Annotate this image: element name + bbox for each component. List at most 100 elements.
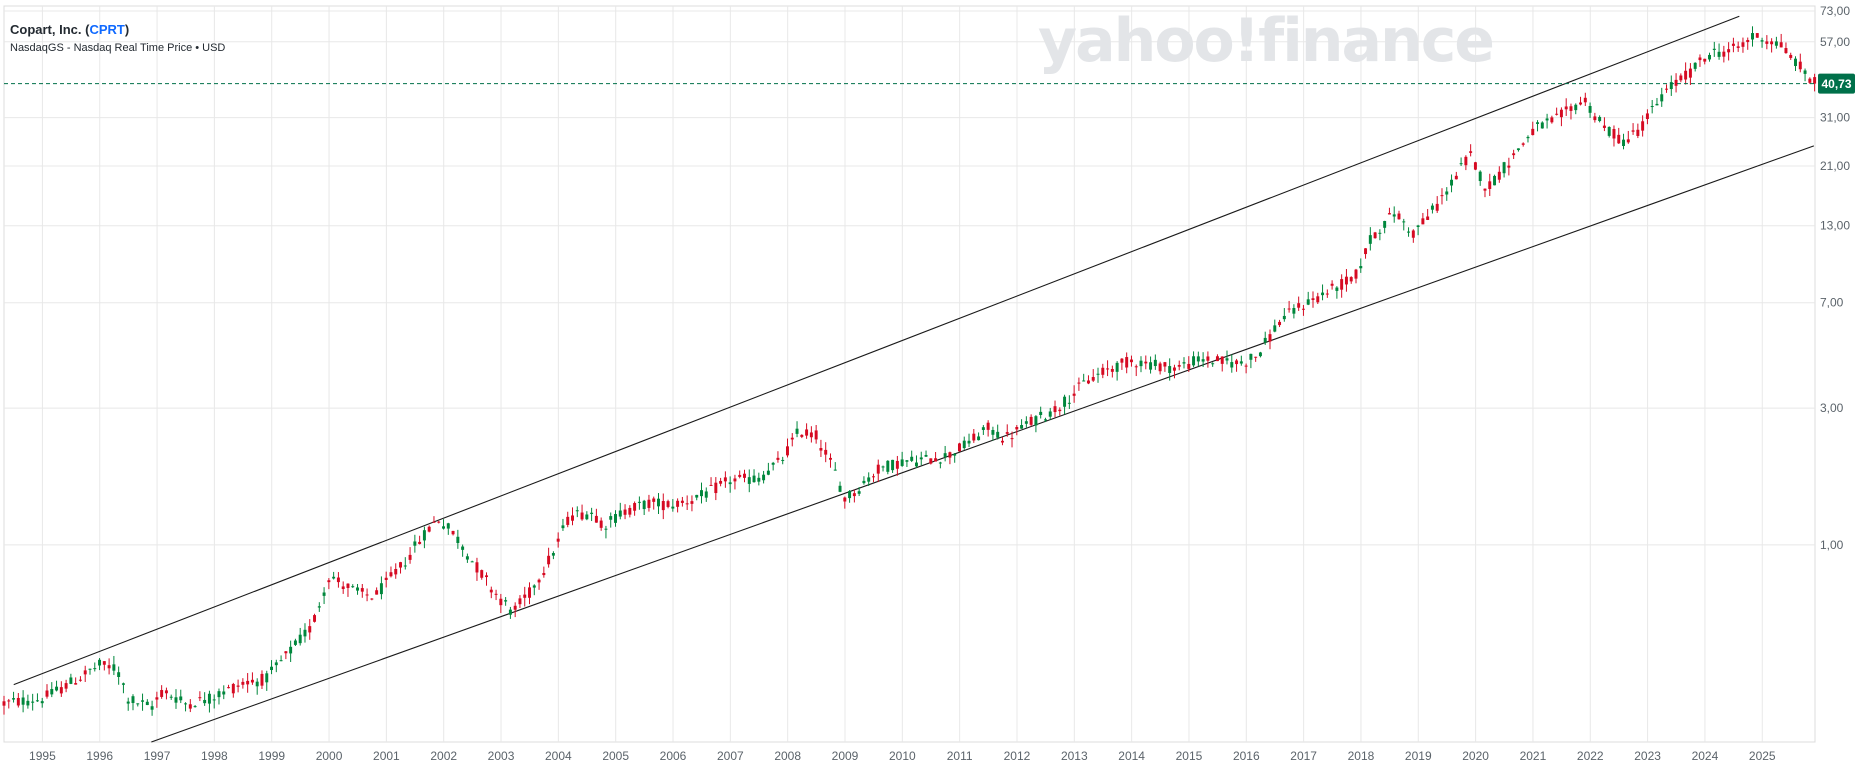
- candle-body: [1153, 359, 1157, 367]
- candle-body: [1407, 231, 1411, 233]
- candle-body: [1182, 362, 1186, 364]
- candle-body: [179, 696, 183, 701]
- candle-body: [1693, 62, 1697, 69]
- candle-body: [1063, 396, 1067, 407]
- candle-body: [1588, 105, 1592, 113]
- candle-body: [117, 672, 121, 677]
- candle-body: [59, 687, 63, 694]
- candle-body: [470, 561, 474, 563]
- candle-body: [188, 704, 192, 709]
- candle-body: [881, 466, 885, 468]
- candle-body: [848, 491, 852, 499]
- x-tick-label: 2015: [1176, 749, 1203, 763]
- candle-body: [284, 651, 288, 654]
- candle-body: [996, 431, 1000, 438]
- candle-body: [31, 701, 35, 703]
- candle-body: [1177, 365, 1181, 367]
- x-tick-label: 2001: [373, 749, 400, 763]
- candle-body: [1679, 75, 1683, 81]
- candle-body: [1717, 51, 1721, 57]
- candle-body: [805, 429, 809, 436]
- candle-body: [1779, 42, 1783, 48]
- candle-body: [752, 475, 756, 483]
- candle-body: [12, 698, 16, 700]
- candle-body: [1674, 79, 1678, 86]
- candle-body: [871, 476, 875, 478]
- candle-body: [174, 697, 178, 703]
- candle-body: [518, 598, 522, 605]
- candle-body: [1187, 363, 1191, 369]
- x-tick-label: 2000: [316, 749, 343, 763]
- candle-body: [738, 474, 742, 477]
- candle-body: [1015, 427, 1019, 430]
- y-tick-label: 57,00: [1820, 35, 1850, 49]
- candle-body: [1029, 416, 1033, 425]
- candle-body: [1774, 41, 1778, 46]
- candle-body: [408, 554, 412, 560]
- candle-body: [160, 690, 164, 697]
- candle-body: [303, 629, 307, 637]
- candle-body: [1263, 337, 1267, 343]
- candle-body: [360, 588, 364, 592]
- candle-body: [78, 679, 82, 681]
- candle-body: [403, 565, 407, 567]
- candle-body: [824, 449, 828, 455]
- candle-body: [652, 498, 656, 502]
- close-paren: ): [124, 22, 130, 37]
- candle-body: [1373, 232, 1377, 239]
- candle-body: [40, 701, 44, 704]
- candle-body: [1598, 116, 1602, 122]
- candle-body: [786, 446, 789, 456]
- candle-body: [327, 580, 331, 583]
- candle-body: [599, 520, 603, 528]
- candle-body: [1125, 357, 1129, 368]
- candle-body: [829, 457, 832, 460]
- candle-body: [1192, 356, 1196, 366]
- candle-body: [83, 670, 87, 675]
- candle-body: [513, 605, 517, 610]
- x-tick-label: 2025: [1749, 749, 1776, 763]
- candle-body: [790, 437, 794, 440]
- candle-body: [136, 703, 140, 705]
- trend-lines: [13, 15, 1815, 743]
- candle-body: [489, 589, 493, 593]
- ticker-symbol[interactable]: CPRT: [89, 22, 125, 37]
- candle-body: [74, 683, 78, 685]
- candle-body: [551, 553, 555, 556]
- candle-body: [977, 436, 981, 441]
- x-tick-label: 2003: [488, 749, 515, 763]
- candle-body: [1249, 353, 1253, 360]
- candle-body: [934, 458, 938, 462]
- candle-body: [93, 668, 97, 670]
- candle-body: [776, 457, 780, 460]
- candle-body: [690, 501, 694, 504]
- candle-body: [375, 590, 379, 595]
- candle-body: [121, 683, 125, 685]
- candle-body: [1306, 299, 1310, 305]
- candle-body: [1583, 97, 1587, 103]
- candle-body: [141, 700, 145, 702]
- candle-body: [657, 498, 660, 507]
- x-tick-label: 2013: [1061, 749, 1088, 763]
- candle-body: [1383, 220, 1387, 228]
- y-tick-label: 31,00: [1820, 111, 1850, 125]
- candle-body: [676, 500, 680, 507]
- candle-body: [384, 577, 388, 580]
- candle-body: [1550, 117, 1554, 123]
- candle-body: [1794, 58, 1797, 67]
- candle-body: [270, 666, 274, 671]
- candle-body: [1278, 321, 1282, 326]
- candle-body: [762, 474, 766, 481]
- candle-body: [1808, 78, 1812, 83]
- candle-body: [704, 491, 708, 498]
- candle-body: [743, 473, 746, 478]
- candle-body: [1364, 248, 1368, 255]
- candle-body: [1201, 359, 1205, 362]
- candle-body: [1708, 54, 1711, 60]
- current-price-badge: [1818, 73, 1855, 94]
- candle-body: [341, 586, 345, 590]
- candle-body: [1421, 218, 1425, 225]
- candle-body: [542, 572, 546, 576]
